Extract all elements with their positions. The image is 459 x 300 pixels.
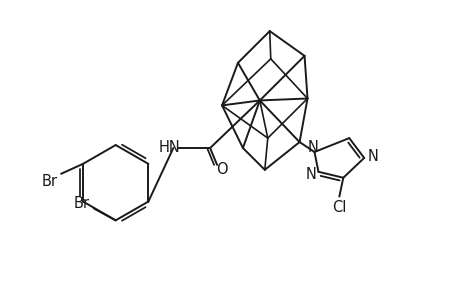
Text: Br: Br <box>41 174 57 189</box>
Text: N: N <box>308 140 318 154</box>
Text: O: O <box>216 162 227 177</box>
Text: Br: Br <box>74 196 90 211</box>
Text: N: N <box>367 149 378 164</box>
Text: Cl: Cl <box>331 200 346 215</box>
Text: HN: HN <box>158 140 180 154</box>
Text: N: N <box>305 167 316 182</box>
